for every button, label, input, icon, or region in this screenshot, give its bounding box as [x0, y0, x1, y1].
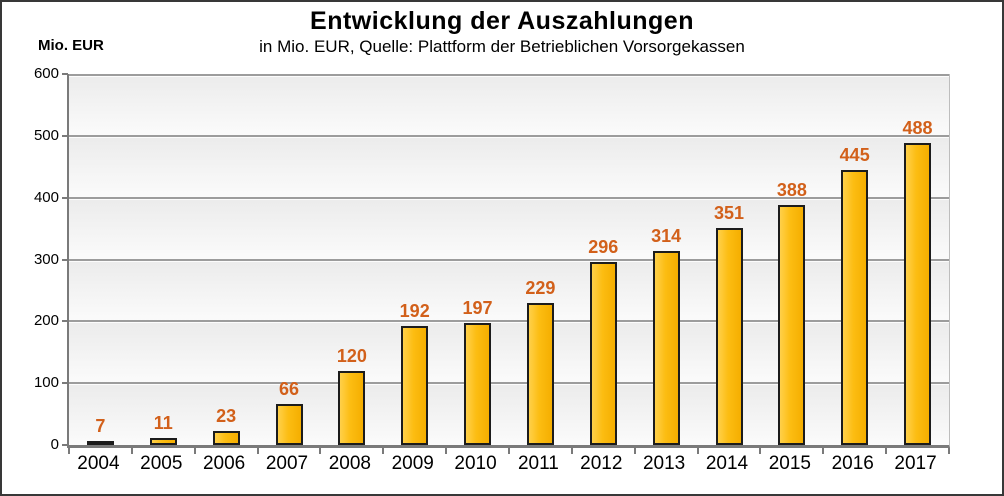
bar-value-label-2017: 488: [902, 118, 933, 139]
bar-2012: [589, 261, 617, 445]
y-tick-mark: [62, 258, 68, 261]
x-tick-mark: [759, 448, 762, 454]
bar-value-label-2004: 7: [95, 415, 106, 436]
gridline-400: [69, 196, 949, 199]
x-tick-label-2005: 2005: [140, 453, 183, 474]
x-tick-mark: [696, 448, 699, 454]
x-tick-label-2009: 2009: [391, 453, 434, 474]
bar-2004: [86, 440, 114, 445]
gridline-200: [69, 320, 949, 323]
bar-2014: [715, 227, 743, 445]
y-tick-mark: [62, 444, 68, 446]
plot-area: 7 11 23 66 120 192 197 229 296 314 351 388 445 488: [67, 74, 950, 448]
y-tick-mark: [62, 73, 68, 75]
bar-2006: [212, 430, 240, 445]
x-tick-mark: [445, 448, 448, 454]
bar-2011: [526, 303, 554, 445]
x-tick-label-2013: 2013: [642, 453, 686, 474]
bar-2010: [464, 323, 492, 445]
bar-2007: [275, 404, 303, 445]
y-tick-label-600: 600: [33, 65, 59, 82]
y-tick-label-300: 300: [33, 250, 59, 268]
bar-value-label-2009: 192: [399, 301, 430, 322]
gridline-100: [69, 382, 949, 385]
x-tick-label-2017: 2017: [894, 453, 937, 474]
x-tick-label-2015: 2015: [768, 453, 811, 474]
bar-2009: [401, 326, 429, 445]
gridline-600: [69, 74, 949, 76]
x-tick-mark: [948, 448, 950, 454]
gridline-500: [69, 134, 949, 137]
y-tick-mark: [62, 320, 68, 323]
y-tick-label-200: 200: [33, 312, 59, 330]
bar-2017: [904, 143, 932, 445]
bar-value-label-2016: 445: [839, 144, 870, 165]
x-tick-mark: [193, 448, 196, 454]
x-tick-label-2016: 2016: [831, 453, 874, 474]
x-tick-mark: [130, 448, 133, 454]
y-tick-label-400: 400: [33, 188, 59, 206]
x-tick-label-2010: 2010: [454, 453, 497, 474]
y-tick-mark: [62, 134, 68, 137]
y-axis-unit-label: Mio. EUR: [38, 37, 104, 54]
x-tick-label-2007: 2007: [265, 453, 309, 474]
bar-2015: [778, 205, 806, 445]
bar-value-label-2015: 388: [776, 180, 807, 201]
bar-value-label-2006: 23: [216, 405, 237, 426]
x-tick-mark: [319, 448, 322, 454]
bar-2008: [338, 370, 366, 445]
y-tick-label-500: 500: [33, 126, 59, 144]
bar-value-label-2008: 120: [336, 345, 367, 366]
y-tick-mark: [62, 196, 68, 199]
bar-value-label-2010: 197: [462, 298, 493, 319]
chart-header: Entwicklung der Auszahlungen in Mio. EUR…: [2, 7, 1002, 57]
bar-2013: [652, 250, 680, 445]
bar-value-label-2007: 66: [278, 379, 300, 400]
y-tick-mark: [62, 382, 68, 385]
x-tick-mark: [256, 448, 259, 454]
x-tick-mark: [822, 448, 825, 454]
x-tick-label-2011: 2011: [517, 453, 559, 474]
y-tick-label-100: 100: [33, 374, 59, 392]
chart-subtitle: in Mio. EUR, Quelle: Plattform der Betri…: [259, 36, 745, 56]
bar-value-label-2014: 351: [713, 202, 745, 223]
x-tick-mark: [382, 448, 385, 454]
x-tick-label-2014: 2014: [705, 453, 749, 474]
x-tick-label-2012: 2012: [580, 453, 623, 474]
bar-value-label-2005: 11: [153, 413, 173, 434]
bar-value-label-2013: 314: [651, 225, 682, 246]
y-tick-label-0: 0: [50, 436, 59, 453]
chart-title: Entwicklung der Auszahlungen: [310, 7, 694, 35]
gridline-300: [69, 258, 949, 261]
bar-2005: [149, 438, 177, 445]
x-tick-mark: [508, 448, 510, 454]
bar-value-label-2012: 296: [588, 236, 619, 257]
x-tick-mark: [570, 448, 573, 454]
x-tick-mark: [885, 448, 888, 454]
x-tick-label-2006: 2006: [202, 453, 246, 474]
x-tick-label-2008: 2008: [328, 453, 371, 474]
bar-value-label-2011: 229: [525, 278, 556, 299]
x-tick-mark: [633, 448, 636, 454]
bar-2016: [841, 169, 869, 445]
x-tick-label-2004: 2004: [77, 453, 120, 474]
x-tick-mark: [68, 448, 70, 454]
